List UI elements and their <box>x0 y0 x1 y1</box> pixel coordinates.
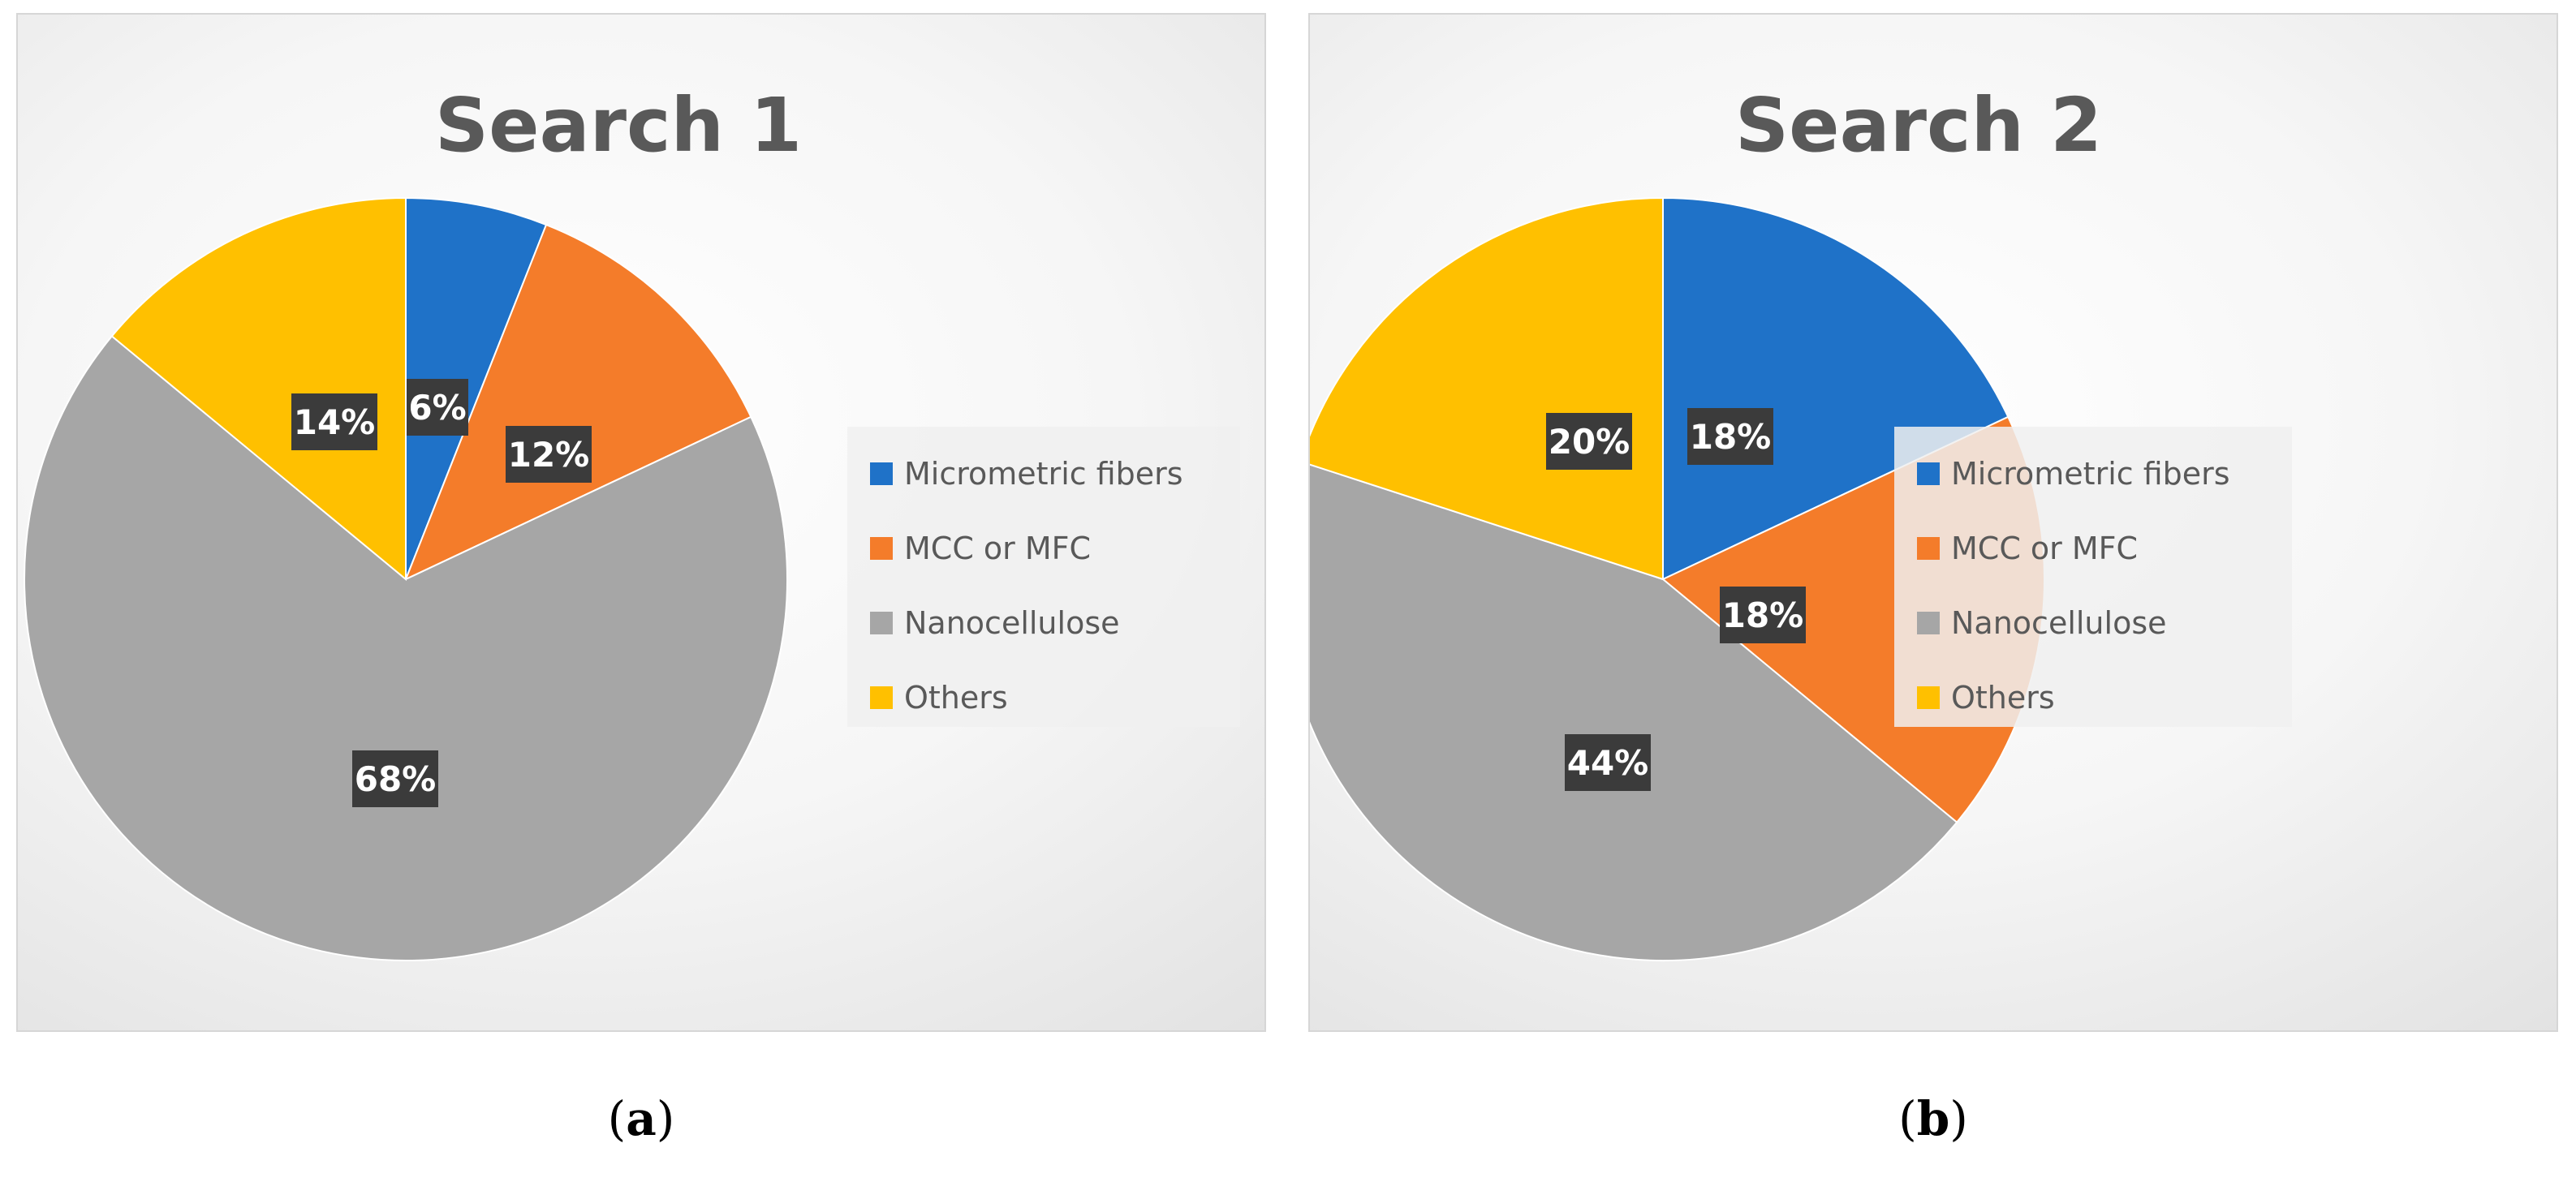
data-label-text: 20% <box>1549 422 1630 462</box>
pie-slice-micrometric-fibers <box>1662 196 2010 581</box>
legend-label: Nanocellulose <box>1951 605 2167 641</box>
caption-letter-b: b <box>1916 1091 1950 1146</box>
data-label-text: 18% <box>1690 417 1772 457</box>
data-label-micrometric-fibers: 6% <box>407 379 468 436</box>
data-label-text: 18% <box>1722 595 1804 635</box>
data-label-box <box>1720 587 1806 643</box>
legend-label: MCC or MFC <box>904 531 1091 566</box>
legend-entry-nanocellulose: Nanocellulose <box>1917 605 2167 641</box>
data-label-mcc-or-mfc: 18% <box>1720 587 1806 643</box>
chart-panel-search-2: Search 2 18% 18% 44% 20% Micrometric fibers… <box>1308 13 2558 1032</box>
legend-entry-micrometric-fibers: Micrometric fibers <box>870 456 1183 492</box>
caption-b: (b) <box>1898 1091 1968 1146</box>
legend-box <box>847 427 1240 727</box>
pie-chart-search-2: Search 2 18% 18% 44% 20% Micrometric fibers… <box>1310 82 2292 962</box>
data-label-text: 14% <box>294 402 376 442</box>
pie-data-labels: 6% 12% 68% 14% <box>291 379 592 807</box>
pie-data-labels: 18% 18% 44% 20% <box>1546 408 1806 791</box>
pie-slice-others <box>110 196 407 582</box>
data-label-text: 68% <box>355 759 437 799</box>
legend-label: MCC or MFC <box>1951 531 2138 566</box>
pie-slice-nanocellulose <box>1310 463 1958 962</box>
data-label-mcc-or-mfc: 12% <box>506 426 592 483</box>
data-label-text: 6% <box>408 388 466 428</box>
legend-box <box>1894 427 2292 727</box>
data-label-box <box>1565 734 1651 791</box>
data-label-text: 44% <box>1567 743 1649 783</box>
legend-label: Others <box>1951 680 2055 716</box>
data-label-others: 20% <box>1546 413 1632 470</box>
data-label-nanocellulose: 68% <box>352 750 438 807</box>
pie-slice-mcc-or-mfc <box>404 223 752 581</box>
legend-entry-mcc-or-mfc: MCC or MFC <box>1917 531 2138 566</box>
data-label-box <box>352 750 438 807</box>
data-label-nanocellulose: 44% <box>1565 734 1651 791</box>
legend-label: Nanocellulose <box>904 605 1120 641</box>
legend-entry-nanocellulose: Nanocellulose <box>870 605 1120 641</box>
pie-slices <box>24 196 788 961</box>
legend-swatch <box>870 686 893 709</box>
data-label-box <box>407 379 468 436</box>
legend-swatch <box>1917 686 1940 709</box>
legend: Micrometric fibers MCC or MFC Nanocellulos… <box>1894 427 2292 727</box>
legend-swatch <box>870 462 893 485</box>
data-label-box <box>1546 413 1632 470</box>
legend: Micrometric fibers MCC or MFC Nanocellulos… <box>847 427 1240 727</box>
caption-a: (a) <box>607 1091 675 1146</box>
chart-panel-search-1: Search 1 6% 12% 68% 14% Micrometric fibers M… <box>16 13 1266 1032</box>
legend-entry-micrometric-fibers: Micrometric fibers <box>1917 456 2230 492</box>
caption-letter-a: a <box>626 1091 657 1146</box>
data-label-box <box>506 426 592 483</box>
legend-entry-others: Others <box>870 680 1008 716</box>
data-label-micrometric-fibers: 18% <box>1687 408 1773 465</box>
legend-swatch <box>1917 612 1940 634</box>
pie-slice-others <box>1310 196 1664 581</box>
pie-slice-nanocellulose <box>24 335 788 961</box>
legend-swatch <box>870 537 893 560</box>
legend-entry-mcc-or-mfc: MCC or MFC <box>870 531 1091 566</box>
legend-swatch <box>1917 537 1940 560</box>
legend-swatch <box>870 612 893 634</box>
data-label-box <box>1687 408 1773 465</box>
legend-label: Micrometric fibers <box>1951 456 2230 492</box>
chart-title: Search 2 <box>1735 82 2102 169</box>
pie-slices <box>1310 196 2045 962</box>
legend-label: Micrometric fibers <box>904 456 1183 492</box>
legend-label: Others <box>904 680 1008 716</box>
pie-slice-micrometric-fibers <box>405 196 548 580</box>
pie-chart-search-1: Search 1 6%12%68%14% Micrometric fibersM… <box>24 82 1240 961</box>
data-label-others: 14% <box>291 393 377 450</box>
data-label-text: 12% <box>508 435 590 475</box>
legend-entry-others: Others <box>1917 680 2055 716</box>
chart-title: Search 1 <box>435 82 802 169</box>
data-label-box <box>291 393 377 450</box>
legend-swatch <box>1917 462 1940 485</box>
